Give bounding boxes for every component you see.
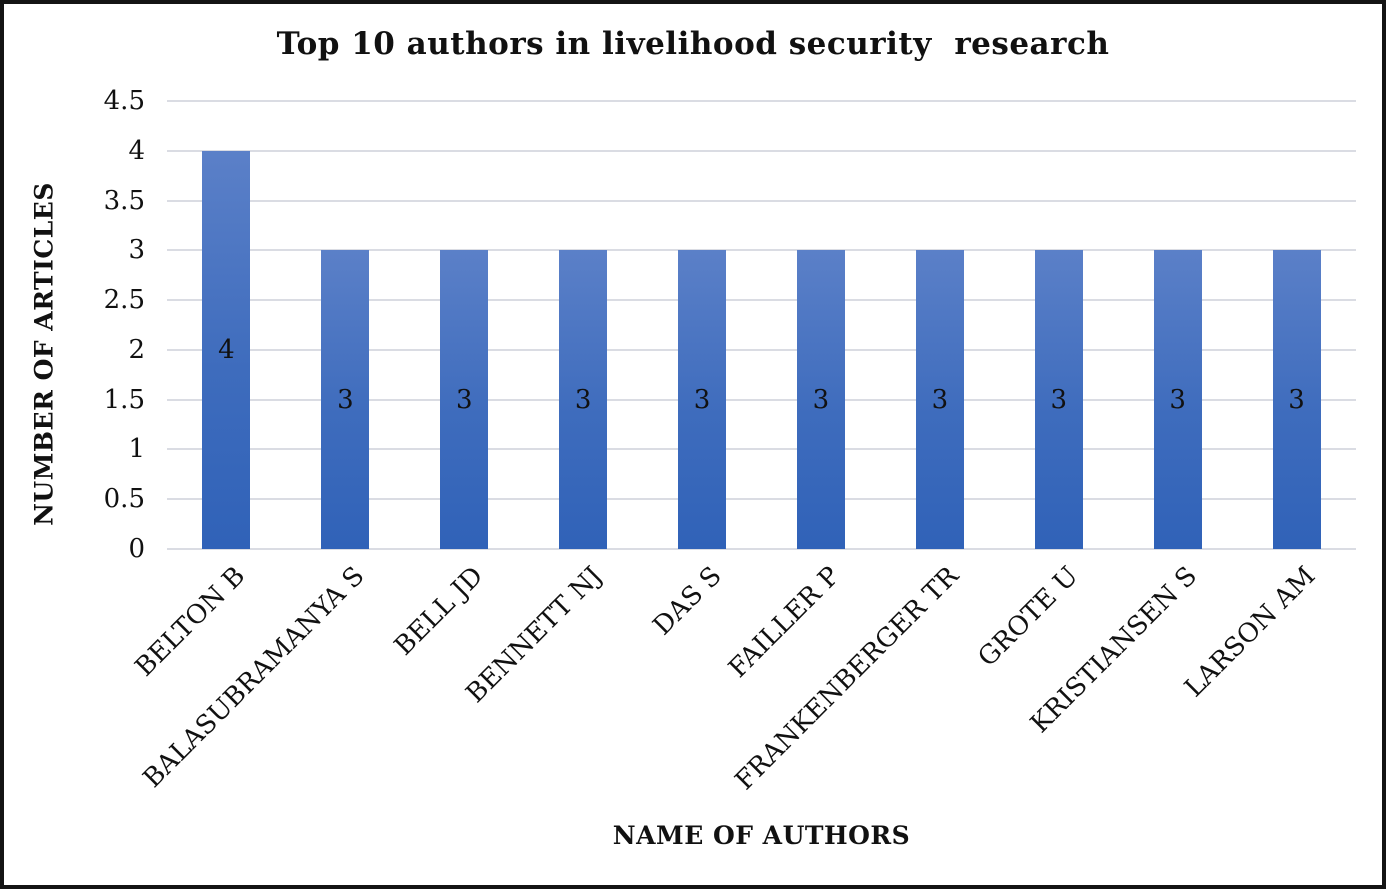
y-tick-label: 3.5: [103, 185, 145, 216]
plot-area: 4 3 3 3 3 3 3 3 3 3: [167, 100, 1356, 550]
x-category-label: FAILLER P: [723, 561, 847, 684]
gridline: [167, 249, 1356, 252]
bar-value-label: 3: [1050, 384, 1068, 415]
gridline: [167, 348, 1356, 351]
x-category-label: GROTE U: [972, 561, 1084, 673]
bar: [1153, 250, 1202, 549]
x-category-label: BELL JD: [388, 561, 490, 662]
y-tick-label: 3: [128, 235, 145, 266]
bar-value-label: 3: [693, 384, 711, 415]
y-tick-label: 2: [128, 334, 145, 365]
gridline: [167, 199, 1356, 202]
y-tick-label: 4.5: [103, 86, 145, 116]
bar: [1272, 250, 1321, 549]
gridline: [167, 398, 1356, 401]
bar: [678, 250, 727, 549]
x-category-label: BELTON B: [130, 561, 252, 683]
y-tick-label: 4: [128, 135, 145, 166]
bar: [915, 250, 964, 549]
gridline: [167, 149, 1356, 152]
gridline: [167, 100, 1356, 102]
bar-value-label: 3: [574, 384, 592, 415]
bar-value-label: 4: [218, 334, 235, 365]
bar: [321, 250, 370, 549]
bar: [1034, 250, 1083, 549]
x-category-label: BALASUBRAMANYA S: [137, 561, 371, 794]
chart-title: Top 10 authors in livelihood security re…: [276, 26, 1110, 62]
bar-value-label: 3: [1169, 384, 1186, 415]
bar-value-label: 3: [931, 384, 949, 415]
bar-value-label: 3: [812, 384, 830, 415]
y-tick-label: 2.5: [103, 285, 145, 316]
bar-value-label: 3: [337, 384, 354, 415]
bar-value-label: 3: [455, 384, 473, 415]
gridline: [167, 498, 1356, 501]
gridline: [167, 448, 1356, 451]
bar: [796, 250, 845, 549]
x-axis-title: NAME OF AUTHORS: [612, 821, 911, 850]
bar: [440, 250, 489, 549]
y-tick-label: 0: [128, 534, 145, 564]
gridline: [167, 299, 1356, 302]
bar-value-label: 3: [1288, 384, 1305, 415]
y-tick-label: 1.5: [103, 384, 145, 415]
bar: [202, 150, 251, 549]
gridline: [167, 548, 1356, 550]
y-tick-label: 1: [128, 434, 145, 465]
bar: [559, 250, 608, 549]
y-tick-label: 0.5: [103, 484, 145, 515]
x-category-label: DAS S: [647, 561, 728, 642]
x-category-label: FRANKENBERGER TR: [729, 561, 966, 797]
